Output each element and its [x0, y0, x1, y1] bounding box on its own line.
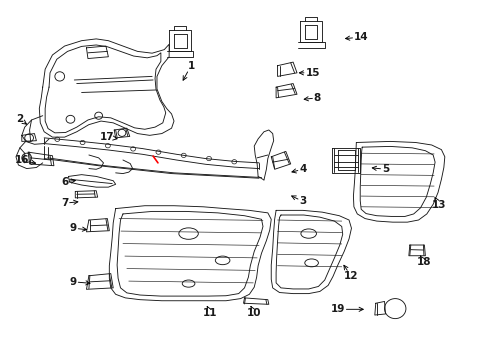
Text: 5: 5	[371, 164, 388, 174]
Text: 7: 7	[61, 198, 78, 208]
Text: 2: 2	[16, 114, 26, 124]
Text: 16: 16	[15, 156, 36, 165]
Text: 8: 8	[304, 93, 321, 103]
Text: 9: 9	[70, 223, 86, 233]
Text: 10: 10	[246, 306, 261, 318]
Text: 18: 18	[416, 256, 431, 267]
Text: 4: 4	[291, 164, 306, 174]
Text: 13: 13	[431, 198, 446, 210]
Text: 19: 19	[330, 304, 363, 314]
Text: 17: 17	[100, 132, 117, 142]
Text: 12: 12	[343, 265, 358, 282]
Text: 9: 9	[70, 277, 90, 287]
Text: 14: 14	[345, 32, 368, 42]
Text: 1: 1	[183, 61, 194, 80]
Text: 6: 6	[61, 177, 75, 187]
Text: 11: 11	[203, 306, 217, 318]
Text: 3: 3	[291, 196, 306, 206]
Text: 15: 15	[299, 68, 319, 78]
